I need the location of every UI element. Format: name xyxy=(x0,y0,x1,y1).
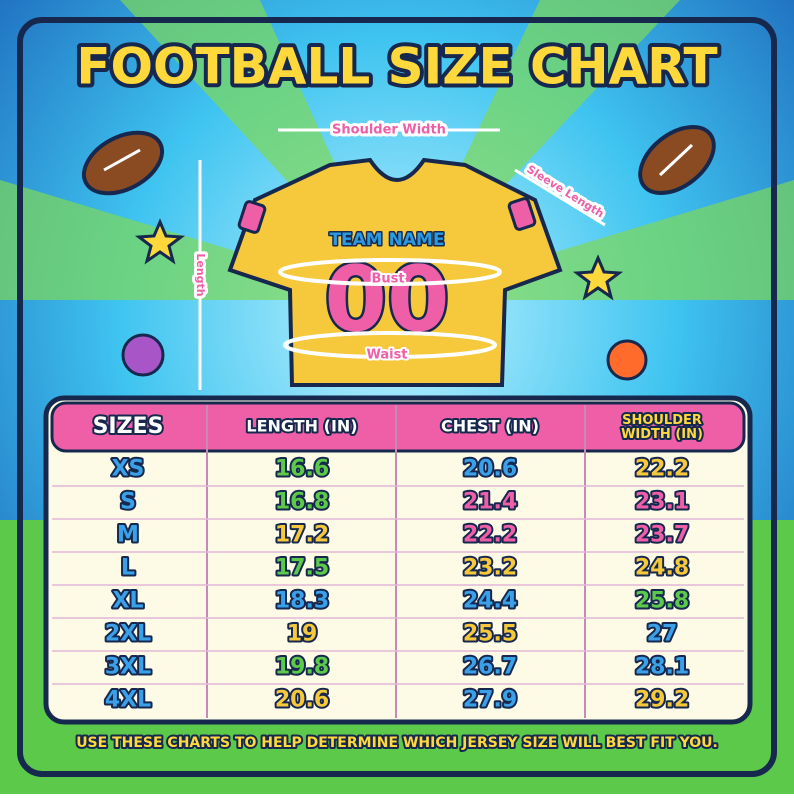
table: SIZES LENGTH (IN) CHEST (IN) SHOULDER WIDTH … xyxy=(52,405,744,718)
measurement: 25.5 xyxy=(463,622,517,647)
measurement: 19.8 xyxy=(275,655,329,680)
column-header: SHOULDER WIDTH (IN) xyxy=(621,412,703,441)
table-header xyxy=(50,401,746,453)
measurement: 22.2 xyxy=(463,523,517,548)
shoulder-label: Shoulder Width xyxy=(332,123,446,138)
star xyxy=(572,254,624,301)
column-header: LENGTH (IN) xyxy=(246,417,357,436)
waist-line xyxy=(283,331,497,359)
measurement: 25.8 xyxy=(635,589,689,614)
measurement: 17.2 xyxy=(275,523,329,548)
size-label: M xyxy=(117,523,139,548)
football xyxy=(81,130,165,196)
waist-label: Waist xyxy=(366,348,407,363)
measurement: 17.5 xyxy=(275,556,329,581)
size-label: XS xyxy=(112,457,145,482)
measurement: 28.1 xyxy=(635,655,689,680)
measurement: 24.4 xyxy=(463,589,517,614)
bust-line xyxy=(278,258,502,286)
measurement: 29.2 xyxy=(635,688,689,713)
measurement: 23.7 xyxy=(635,523,689,548)
measurement: 19 xyxy=(287,622,318,647)
star xyxy=(134,218,186,265)
size-label: 4XL xyxy=(105,688,151,713)
frame xyxy=(17,17,777,777)
measurement: 23.2 xyxy=(463,556,517,581)
measurement: 22.2 xyxy=(635,457,689,482)
patch xyxy=(507,197,537,231)
sleeve-arrow xyxy=(514,168,606,227)
jersey xyxy=(227,157,563,387)
bust-label: Bust xyxy=(371,272,404,287)
football xyxy=(638,125,716,195)
size-label: 3XL xyxy=(105,655,151,680)
footer-note: USE THESE CHARTS TO HELP DETERMINE WHICH… xyxy=(76,735,718,751)
ball xyxy=(606,339,648,381)
measurement: 27.9 xyxy=(463,688,517,713)
measurement: 24.8 xyxy=(635,556,689,581)
ball xyxy=(121,333,165,377)
patch xyxy=(237,200,267,234)
length-label: Length xyxy=(194,253,207,296)
measurement: 23.1 xyxy=(635,490,689,515)
size-label: L xyxy=(121,556,135,581)
team-name: TEAM NAME xyxy=(329,230,444,250)
size-label: XL xyxy=(113,589,144,614)
measurement: 18.3 xyxy=(275,589,329,614)
measurement: 21.4 xyxy=(463,490,517,515)
column-header: CHEST (IN) xyxy=(441,417,539,436)
measurement: 20.6 xyxy=(275,688,329,713)
size-label: S xyxy=(120,490,136,515)
column-header: SIZES xyxy=(93,414,164,439)
measurement: 16.8 xyxy=(275,490,329,515)
title: FOOTBALL SIZE CHART xyxy=(76,38,717,96)
measurement: 26.7 xyxy=(463,655,517,680)
measurement: 27 xyxy=(647,622,678,647)
measurement: 16.6 xyxy=(275,457,329,482)
size-label: 2XL xyxy=(105,622,151,647)
table-box xyxy=(43,395,753,725)
measurement: 20.6 xyxy=(463,457,517,482)
